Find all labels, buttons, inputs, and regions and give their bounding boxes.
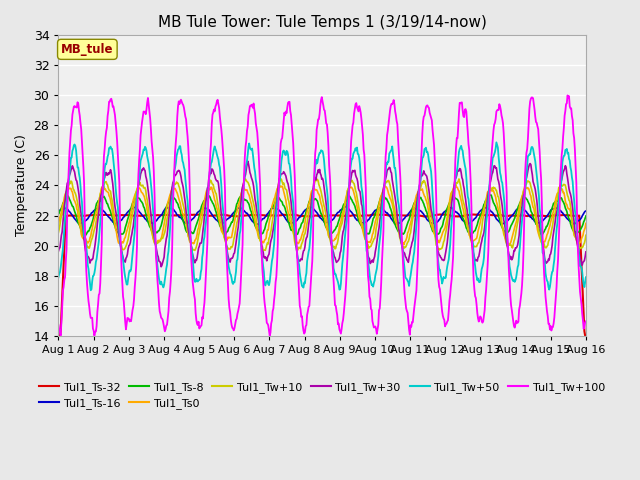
Tul1_Ts0 <box>118 239 126 245</box>
Line: Tul1_Ts-32: Tul1_Ts-32 <box>58 214 586 336</box>
Title: MB Tule Tower: Tule Temps 1 (3/19/14-now): MB Tule Tower: Tule Temps 1 (3/19/14-now… <box>157 15 486 30</box>
Tul1_Tw+10 <box>200 202 208 207</box>
Tul1_Ts0 <box>452 183 460 189</box>
Tul1_Tw+50 <box>64 183 72 189</box>
Tul1_Tw+30 <box>403 257 411 263</box>
Tul1_Ts-32 <box>387 213 395 218</box>
Tul1_Tw+30 <box>64 179 72 185</box>
Tul1_Ts0 <box>200 201 207 206</box>
Tul1_Tw+30 <box>582 249 589 255</box>
Tul1_Tw+10 <box>172 181 180 187</box>
Tul1_Tw+10 <box>388 189 396 195</box>
Tul1_Ts-8 <box>64 193 72 199</box>
Tul1_Ts-32 <box>64 213 72 219</box>
Line: Tul1_Tw+50: Tul1_Tw+50 <box>58 143 586 290</box>
Tul1_Tw+10 <box>403 241 411 247</box>
Tul1_Tw+10 <box>118 246 126 252</box>
Tul1_Ts-8 <box>200 198 208 204</box>
Tul1_Tw+100 <box>65 167 72 173</box>
Tul1_Tw+10 <box>582 232 589 238</box>
Tul1_Ts-32 <box>371 211 378 217</box>
Tul1_Tw+50 <box>87 288 95 293</box>
Tul1_Ts-8 <box>387 206 395 212</box>
Tul1_Ts-8 <box>80 234 88 240</box>
Tul1_Tw+100 <box>403 305 410 311</box>
Tul1_Ts-8 <box>582 213 589 219</box>
Tul1_Ts-16 <box>388 216 396 222</box>
Tul1_Tw+10 <box>64 186 72 192</box>
Tul1_Ts-8 <box>119 231 127 237</box>
Line: Tul1_Ts-16: Tul1_Ts-16 <box>58 206 586 224</box>
Tul1_Ts-16 <box>64 207 72 213</box>
Tul1_Tw+50 <box>173 153 180 159</box>
Tul1_Tw+30 <box>200 213 208 218</box>
Tul1_Tw+100 <box>54 322 62 328</box>
Tul1_Tw+30 <box>173 171 180 177</box>
Tul1_Ts-8 <box>486 192 494 198</box>
Tul1_Ts-32 <box>403 213 410 218</box>
Tul1_Ts-32 <box>54 333 62 338</box>
Tul1_Tw+30 <box>157 264 165 270</box>
Tul1_Ts-8 <box>173 199 180 205</box>
Tul1_Ts-32 <box>200 212 207 218</box>
Tul1_Tw+100 <box>57 333 65 338</box>
Tul1_Tw+100 <box>582 318 589 324</box>
Tul1_Ts-16 <box>582 208 589 214</box>
Tul1_Ts-16 <box>253 221 261 227</box>
Tul1_Ts-32 <box>172 213 180 218</box>
Line: Tul1_Tw+100: Tul1_Tw+100 <box>58 96 586 336</box>
Tul1_Ts-16 <box>200 205 207 211</box>
Tul1_Tw+30 <box>118 252 126 257</box>
Tul1_Tw+50 <box>200 234 208 240</box>
Tul1_Tw+50 <box>54 275 62 280</box>
Tul1_Tw+30 <box>54 248 62 254</box>
Tul1_Ts0 <box>401 239 409 244</box>
Tul1_Ts-16 <box>172 210 180 216</box>
Tul1_Ts-32 <box>118 212 126 218</box>
Tul1_Ts0 <box>505 242 513 248</box>
Tul1_Tw+10 <box>191 248 199 253</box>
Tul1_Tw+10 <box>277 176 285 181</box>
Tul1_Tw+100 <box>387 103 395 109</box>
Tul1_Tw+10 <box>54 229 62 235</box>
Tul1_Tw+100 <box>173 130 180 136</box>
Legend: Tul1_Ts-32, Tul1_Ts-16, Tul1_Ts-8, Tul1_Ts0, Tul1_Tw+10, Tul1_Tw+30, Tul1_Tw+50,: Tul1_Ts-32, Tul1_Ts-16, Tul1_Ts-8, Tul1_… <box>35 377 609 413</box>
Tul1_Ts-8 <box>54 211 62 217</box>
Tul1_Tw+50 <box>387 148 395 154</box>
Y-axis label: Temperature (C): Temperature (C) <box>15 134 28 237</box>
Tul1_Ts-8 <box>403 225 410 230</box>
Tul1_Tw+100 <box>200 300 208 306</box>
Tul1_Tw+50 <box>582 275 589 280</box>
Tul1_Ts0 <box>582 221 589 227</box>
Line: Tul1_Tw+10: Tul1_Tw+10 <box>58 179 586 251</box>
Text: MB_tule: MB_tule <box>61 43 113 56</box>
Tul1_Ts-16 <box>118 216 126 222</box>
Tul1_Ts0 <box>54 221 62 227</box>
Line: Tul1_Ts0: Tul1_Ts0 <box>58 186 586 245</box>
Line: Tul1_Ts-8: Tul1_Ts-8 <box>58 195 586 237</box>
Tul1_Tw+100 <box>119 293 127 299</box>
Tul1_Ts-16 <box>342 204 350 209</box>
Tul1_Tw+100 <box>564 93 572 98</box>
Tul1_Tw+50 <box>493 140 500 145</box>
Tul1_Tw+30 <box>388 170 396 176</box>
Tul1_Tw+50 <box>119 257 127 263</box>
Tul1_Ts0 <box>64 186 72 192</box>
Tul1_Ts-16 <box>54 209 62 215</box>
Tul1_Tw+50 <box>403 276 410 281</box>
Tul1_Ts0 <box>172 187 180 193</box>
Tul1_Tw+30 <box>244 158 252 164</box>
Tul1_Ts-32 <box>582 333 589 338</box>
Tul1_Ts-16 <box>403 213 411 219</box>
Tul1_Ts0 <box>386 195 394 201</box>
Line: Tul1_Tw+30: Tul1_Tw+30 <box>58 161 586 267</box>
